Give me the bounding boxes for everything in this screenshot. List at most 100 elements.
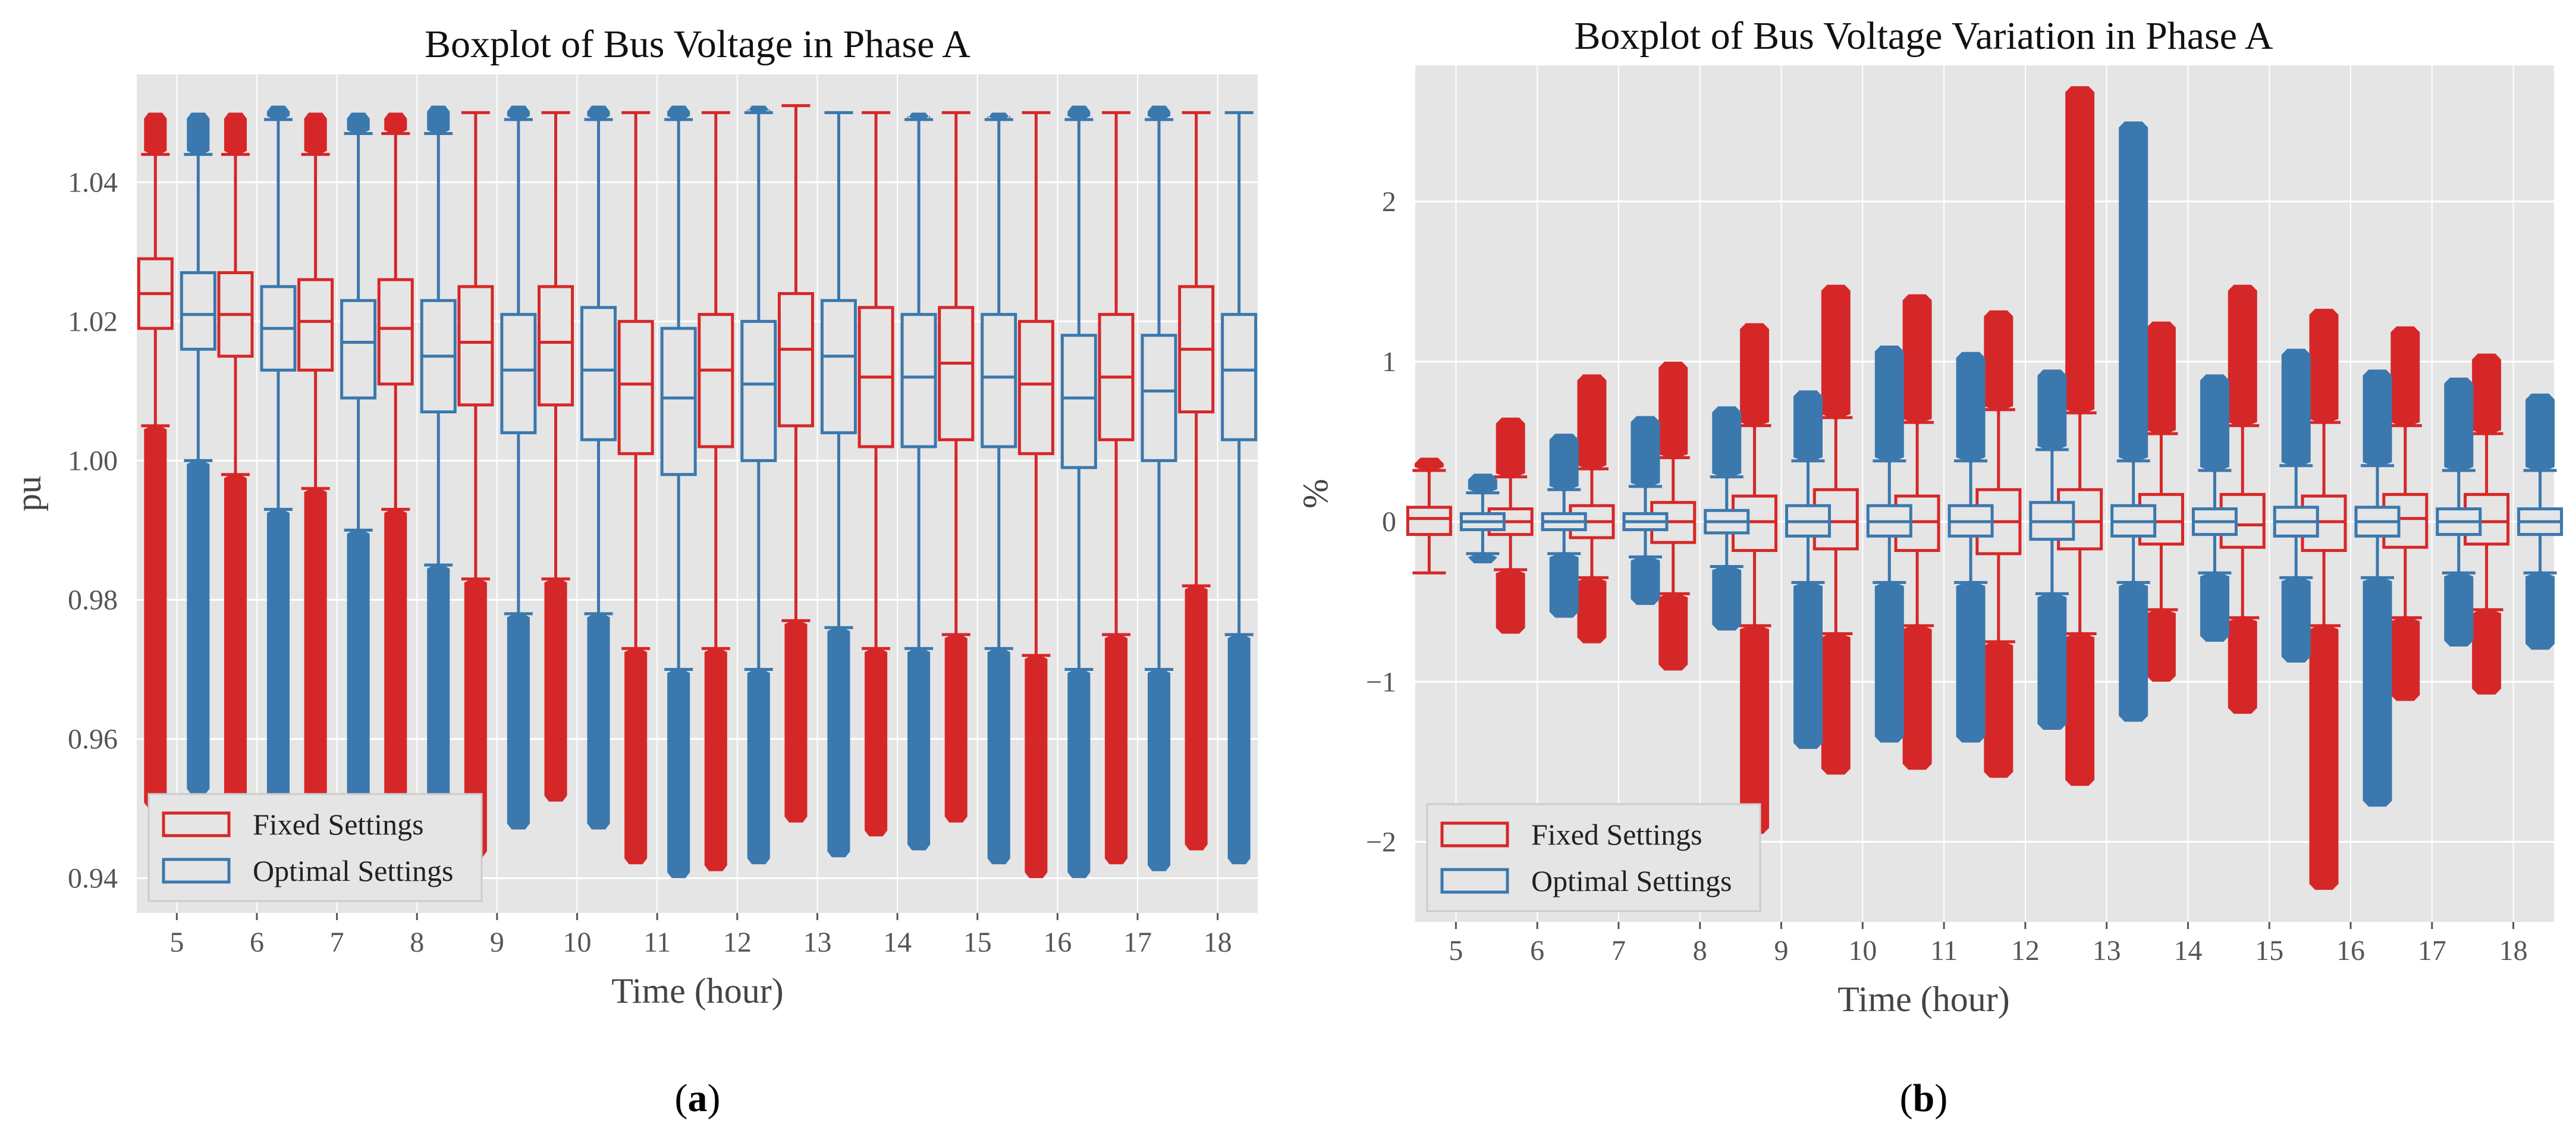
chart-b-fliers-low [2146, 607, 2176, 682]
chart-b-box-optimal-15 [2273, 349, 2319, 663]
chart-a-box-iqr [1017, 319, 1054, 456]
chart-a-fliers-low [544, 576, 567, 802]
chart-a-xticks: 5 6 7 8 9 10 11 12 13 14 15 16 17 18 [169, 913, 1232, 958]
chart-a-fliers-low [587, 611, 610, 830]
chart-a-fliers-high [224, 112, 247, 157]
chart-b-fliers-high [1658, 361, 1688, 460]
chart-b-fliers-low [2390, 615, 2420, 701]
chart-a-xtick-label: 6 [250, 927, 264, 958]
chart-b-fliers-low [2119, 580, 2148, 722]
chart-a-box-fixed-14 [857, 111, 894, 837]
chart-a-legend: Fixed Settings Optimal Settings [147, 793, 483, 902]
chart-b-box-optimal-12 [2029, 369, 2075, 730]
chart-a-xtick-label: 12 [723, 927, 752, 958]
chart-a-fliers-low [347, 528, 370, 823]
chart-a-box-optimal-5 [180, 112, 216, 795]
chart-a-box-fixed-13 [777, 104, 814, 823]
chart-b-title: Boxplot of Bus Voltage Variation in Phas… [1574, 14, 2273, 58]
chart-b-fliers-high [2146, 321, 2176, 437]
chart-a-box-iqr [377, 278, 414, 386]
chart-a-box-iqr [698, 313, 734, 448]
chart-b-xtick-label: 5 [1449, 935, 1463, 966]
chart-a-box-fixed-16 [1017, 111, 1054, 878]
chart-b-fliers-low [1577, 575, 1607, 644]
chart-a-fliers-low [507, 611, 530, 830]
chart-b-fliers-low [2444, 570, 2474, 647]
chart-a-fliers-high [987, 112, 1010, 123]
chart-a-box-fixed-10 [538, 111, 574, 802]
chart-a-box-iqr [820, 299, 857, 435]
chart-a-box-iqr [1060, 334, 1097, 469]
chart-b-fliers-low [1956, 580, 1986, 743]
chart-a-box-iqr [1221, 313, 1258, 441]
chart-a-fliers-high [1147, 105, 1171, 123]
chart-b-caption-letter: b [1913, 1077, 1935, 1120]
chart-a-fliers-low [427, 562, 450, 823]
chart-b-fliers-high [1793, 390, 1823, 463]
chart-b-xtick-label: 11 [1930, 935, 1958, 966]
chart-b-fliers-low [1631, 554, 1660, 605]
chart-b-box-optimal-17 [2436, 377, 2482, 647]
chart-a-legend-swatch-optimal [162, 858, 231, 884]
chart-b-box-optimal-13 [2110, 121, 2157, 722]
chart-b-box-optimal-6 [1541, 434, 1587, 618]
chart-a-fliers-low [747, 667, 770, 865]
chart-b-fliers-low [2200, 570, 2229, 642]
chart-a-box-iqr [340, 299, 377, 400]
chart-a-xlabel: Time (hour) [611, 971, 783, 1011]
chart-a-fliers-high [507, 105, 530, 123]
chart-a-xtick-label: 11 [643, 927, 671, 958]
chart-b-fliers-high [2363, 369, 2392, 468]
chart-a-box-iqr [500, 313, 537, 435]
chart-b-xtick-label: 18 [2499, 935, 2528, 966]
chart-b-xtick-label: 17 [2418, 935, 2446, 966]
chart-a-ytick-label: 1.00 [68, 445, 118, 476]
chart-b-fliers-high [1631, 416, 1660, 489]
chart-b-xtick-label: 12 [2011, 935, 2040, 966]
chart-b-legend-swatch-fixed [1440, 821, 1509, 848]
chart-a-xtick-label: 15 [963, 927, 992, 958]
chart-a-fliers-high [427, 105, 450, 136]
chart-b-xtick-label: 8 [1693, 935, 1707, 966]
chart-a-box-iqr [900, 313, 937, 448]
chart-b-ytick-label: −2 [1366, 826, 1396, 858]
chart-a-fliers-low [624, 646, 648, 865]
chart-a-box-fixed-6 [217, 112, 254, 843]
chart-a-box-optimal-13 [820, 111, 857, 858]
chart-b-box-fixed-9 [1732, 323, 1778, 834]
chart-a-box-fixed-15 [938, 111, 975, 823]
chart-a-box-iqr [457, 285, 494, 407]
chart-a-fliers-low [865, 646, 888, 837]
chart-a-ytick-label: 0.94 [68, 862, 118, 894]
chart-b-ytick-label: 0 [1382, 506, 1396, 538]
chart-a-box-optimal-14 [900, 112, 937, 851]
chart-a-xtick-label: 10 [563, 927, 592, 958]
chart-b-fliers-high [1549, 434, 1579, 492]
chart-b-fliers-low [1793, 580, 1823, 749]
chart-a-fliers-high [187, 112, 210, 157]
chart-a-box-optimal-17 [1141, 105, 1177, 871]
chart-b-fliers-low [2525, 570, 2555, 650]
chart-b-fliers-low [1549, 551, 1579, 618]
chart-a-box-iqr [180, 271, 216, 351]
chart-b-fliers-low [1658, 591, 1688, 671]
chart-b-fliers-high [2472, 353, 2502, 437]
chart-b-ytick-label: 2 [1382, 186, 1396, 218]
chart-a-fliers-high [304, 112, 327, 157]
chart-a-box-iqr [617, 319, 654, 456]
chart-a-box-fixed-18 [1178, 111, 1215, 851]
chart-a-xtick-label: 9 [490, 927, 504, 958]
chart-b-fliers-high [2444, 377, 2474, 473]
chart-a-box-fixed-17 [1098, 111, 1135, 865]
chart-b-fliers-high [2119, 121, 2148, 463]
chart-a-fliers-low [1104, 632, 1128, 865]
chart-b-box-optimal-14 [2191, 374, 2238, 642]
chart-a-box-optimal-9 [500, 105, 537, 830]
chart-b-box-optimal-10 [1866, 346, 1912, 743]
chart-a-box-iqr [981, 313, 1017, 448]
chart-a-box-fixed-8 [377, 112, 414, 865]
chart-b-xtick-label: 15 [2255, 935, 2283, 966]
chart-a-box-optimal-12 [740, 105, 777, 865]
chart-a-legend-label-optimal: Optimal Settings [253, 854, 454, 887]
